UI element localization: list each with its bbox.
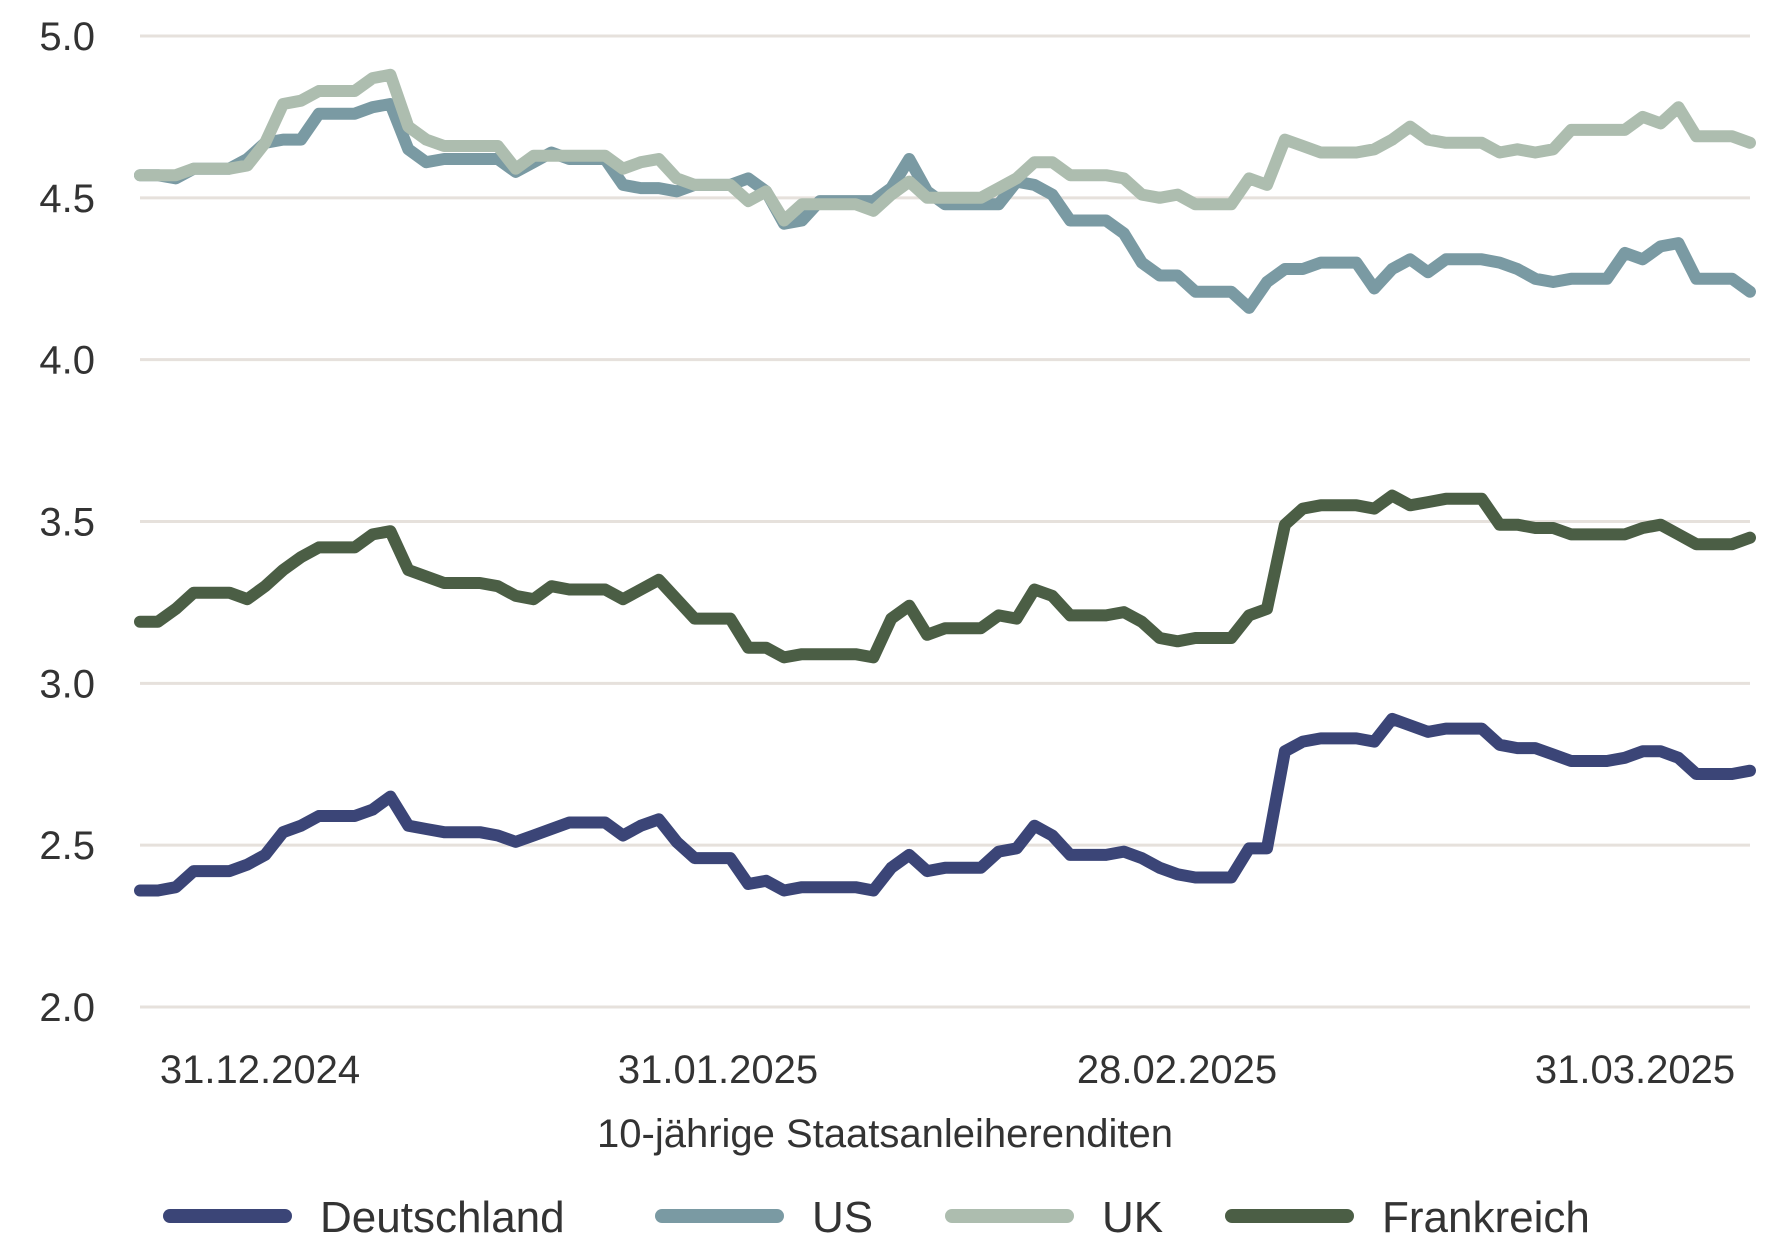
series-lines — [134, 68, 1756, 897]
x-tick-label: 31.03.2025 — [1535, 1048, 1735, 1092]
series-line-us — [134, 98, 1756, 314]
y-tick-label: 3.5 — [39, 501, 95, 545]
legend-label: Deutschland — [320, 1193, 565, 1242]
x-tick-label: 31.01.2025 — [618, 1048, 818, 1092]
legend-label: US — [812, 1193, 873, 1242]
y-tick-label: 2.0 — [39, 986, 95, 1030]
y-tick-label: 4.0 — [39, 339, 95, 383]
x-tick-label: 31.12.2024 — [160, 1048, 360, 1092]
legend-item-frankreich: Frankreich — [1225, 1193, 1590, 1242]
y-tick-label: 3.0 — [39, 662, 95, 706]
y-tick-label: 5.0 — [39, 15, 95, 59]
legend: Deutschland US UK Frankreich — [163, 1193, 1590, 1242]
legend-label: Frankreich — [1382, 1193, 1590, 1242]
x-tick-label: 28.02.2025 — [1077, 1048, 1277, 1092]
y-axis-ticks: 2.0 2.5 3.0 3.5 4.0 4.5 5.0 — [39, 15, 95, 1030]
series-line-uk — [134, 68, 1756, 227]
x-axis-title: 10-jährige Staatsanleiherenditen — [597, 1112, 1173, 1156]
series-line-frankreich — [134, 489, 1756, 664]
y-tick-label: 2.5 — [39, 824, 95, 868]
legend-item-us: US — [655, 1193, 873, 1242]
series-line-deutschland — [134, 712, 1756, 897]
legend-item-uk: UK — [945, 1193, 1163, 1242]
legend-item-deutschland: Deutschland — [163, 1193, 565, 1242]
legend-label: UK — [1102, 1193, 1163, 1242]
y-tick-label: 4.5 — [39, 177, 95, 221]
x-axis-ticks: 31.12.2024 31.01.2025 28.02.2025 31.03.2025 — [160, 1048, 1735, 1092]
